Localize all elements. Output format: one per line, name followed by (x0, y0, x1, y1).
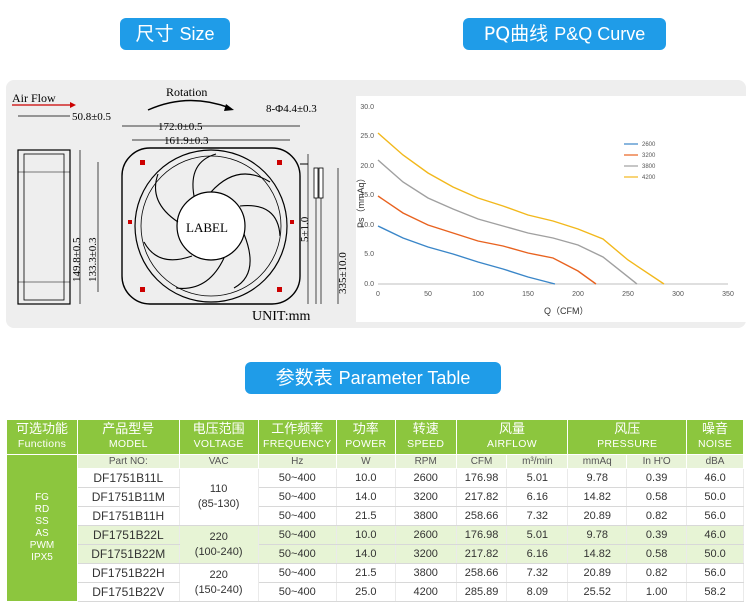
functions-cell: FG RD SS AS PWM IPX5 (5, 454, 79, 602)
fan-label-text: LABEL (186, 220, 228, 235)
svg-text:30.0: 30.0 (360, 104, 374, 111)
svg-text:20.0: 20.0 (360, 163, 374, 170)
header-frequency: 工作频率 FREQUENCY (257, 419, 337, 455)
svg-text:10.0: 10.0 (360, 222, 374, 229)
table-row: DF1751B11L 110 (85-130) 50~400 10.0 2600 17… (7, 468, 744, 526)
pq-curve-chart: 0.0 5.0 10.0 15.0 20.0 25.0 30.0 0 50 10… (356, 96, 746, 322)
table-header-row: 可选功能 Functions 产品型号 MODEL 电压范围 VOLTAGE 工作频率… (5, 419, 744, 455)
voltage-group-220-wide: 220 (100-240) (178, 525, 259, 564)
header-noise: 噪音 NOISE (686, 419, 744, 455)
svg-text:250: 250 (622, 291, 634, 298)
svg-text:350: 350 (722, 291, 734, 298)
size-title-en: Size (179, 24, 215, 44)
table-row: DF1751B11H 50~400 21.5 3800 258.66 7.32 20.8… (7, 506, 744, 526)
svg-text:25.0: 25.0 (360, 133, 374, 140)
params-title-cn: 参数表 (275, 367, 333, 389)
pq-section-title: PQ曲线 P&Q Curve (463, 18, 666, 50)
header-pressure: 风压 PRESSURE (567, 419, 688, 455)
y-axis-label: Ps（mmAq） (356, 173, 366, 228)
x-axis-label: Q（CFM） (544, 306, 589, 316)
holes-dim: 8-Φ4.4±0.3 (266, 103, 317, 115)
svg-text:150: 150 (522, 291, 534, 298)
svg-text:5.0: 5.0 (364, 251, 374, 258)
fan-dimension-drawing: Air Flow Rotation 50.8±0.5 172.0±0.5 161… (12, 85, 349, 324)
pq-title-cn: PQ曲线 (483, 23, 549, 45)
header-speed: 转速 SPEED (394, 419, 457, 455)
table-row: DF1751B22V 50~400 25.0 4200 285.89 8.09 25.5… (7, 582, 744, 602)
outer-height-dim: 149.8±0.5 (71, 237, 83, 282)
parameter-table: 可选功能 Functions 产品型号 MODEL 电压范围 VOLTAGE 工作频率… (5, 419, 744, 602)
depth-dim: 50.8±0.5 (72, 111, 112, 123)
table-row: DF1751B22L 220 (100-240) 50~400 10.0 2600 1… (7, 525, 744, 564)
table-row: DF1751B22H 220 (150-240) 50~400 21.5 3800 2… (7, 563, 744, 602)
size-section-title: 尺寸 Size (120, 18, 230, 50)
y-axis-ticks: 0.0 5.0 10.0 15.0 20.0 25.0 30.0 (360, 104, 374, 288)
params-title-en: Parameter Table (338, 368, 471, 388)
svg-text:2600: 2600 (642, 142, 656, 148)
svg-text:3200: 3200 (642, 153, 656, 159)
air-flow-label: Air Flow (12, 91, 56, 105)
svg-text:200: 200 (572, 291, 584, 298)
svg-text:300: 300 (672, 291, 684, 298)
curve-2600 (377, 225, 556, 285)
header-model: 产品型号 MODEL (77, 419, 180, 455)
curve-3200 (377, 195, 597, 285)
header-functions: 可选功能 Functions (5, 419, 79, 455)
inner-height-dim: 133.3±0.3 (87, 237, 99, 282)
voltage-group-110: 110 (85-130) (178, 468, 259, 526)
svg-text:0.0: 0.0 (364, 281, 374, 288)
svg-text:3800: 3800 (642, 164, 656, 170)
curve-3800 (377, 159, 638, 285)
pq-curves (377, 132, 665, 285)
chart-legend: 2600 3200 3800 4200 (624, 142, 656, 181)
table-row: DF1751B22M 50~400 14.0 3200 217.82 6.16 14.8… (7, 544, 744, 564)
wire-strip-dim: 5±1.0 (299, 216, 311, 242)
svg-text:4200: 4200 (642, 175, 656, 181)
unit-label: UNIT:mm (252, 309, 311, 324)
wire-length-dim: 335±10.0 (337, 252, 349, 294)
units-row: FG RD SS AS PWM IPX5 Part NO: VAC Hz W RPM C… (5, 454, 744, 602)
table-row: DF1751B11M 50~400 14.0 3200 217.82 6.16 14.8… (7, 487, 744, 507)
pq-title-en: P&Q Curve (554, 24, 646, 44)
header-airflow: 风量 AIRFLOW (455, 419, 569, 455)
voltage-group-220-narrow: 220 (150-240) (178, 563, 259, 602)
svg-text:50: 50 (424, 291, 432, 298)
svg-text:15.0: 15.0 (360, 192, 374, 199)
x-axis-ticks: 0 50 100 150 200 250 300 350 (376, 291, 734, 298)
params-section-title: 参数表 Parameter Table (245, 362, 501, 394)
inner-width-dim: 161.9±0.3 (164, 135, 209, 147)
svg-text:0: 0 (376, 291, 380, 298)
size-title-cn: 尺寸 (135, 23, 174, 45)
rotation-label: Rotation (166, 85, 207, 99)
header-power: 功率 POWER (335, 419, 396, 455)
outer-width-dim: 172.0±0.5 (158, 121, 203, 133)
header-voltage: 电压范围 VOLTAGE (178, 419, 259, 455)
curve-4200 (377, 132, 665, 285)
svg-text:100: 100 (472, 291, 484, 298)
